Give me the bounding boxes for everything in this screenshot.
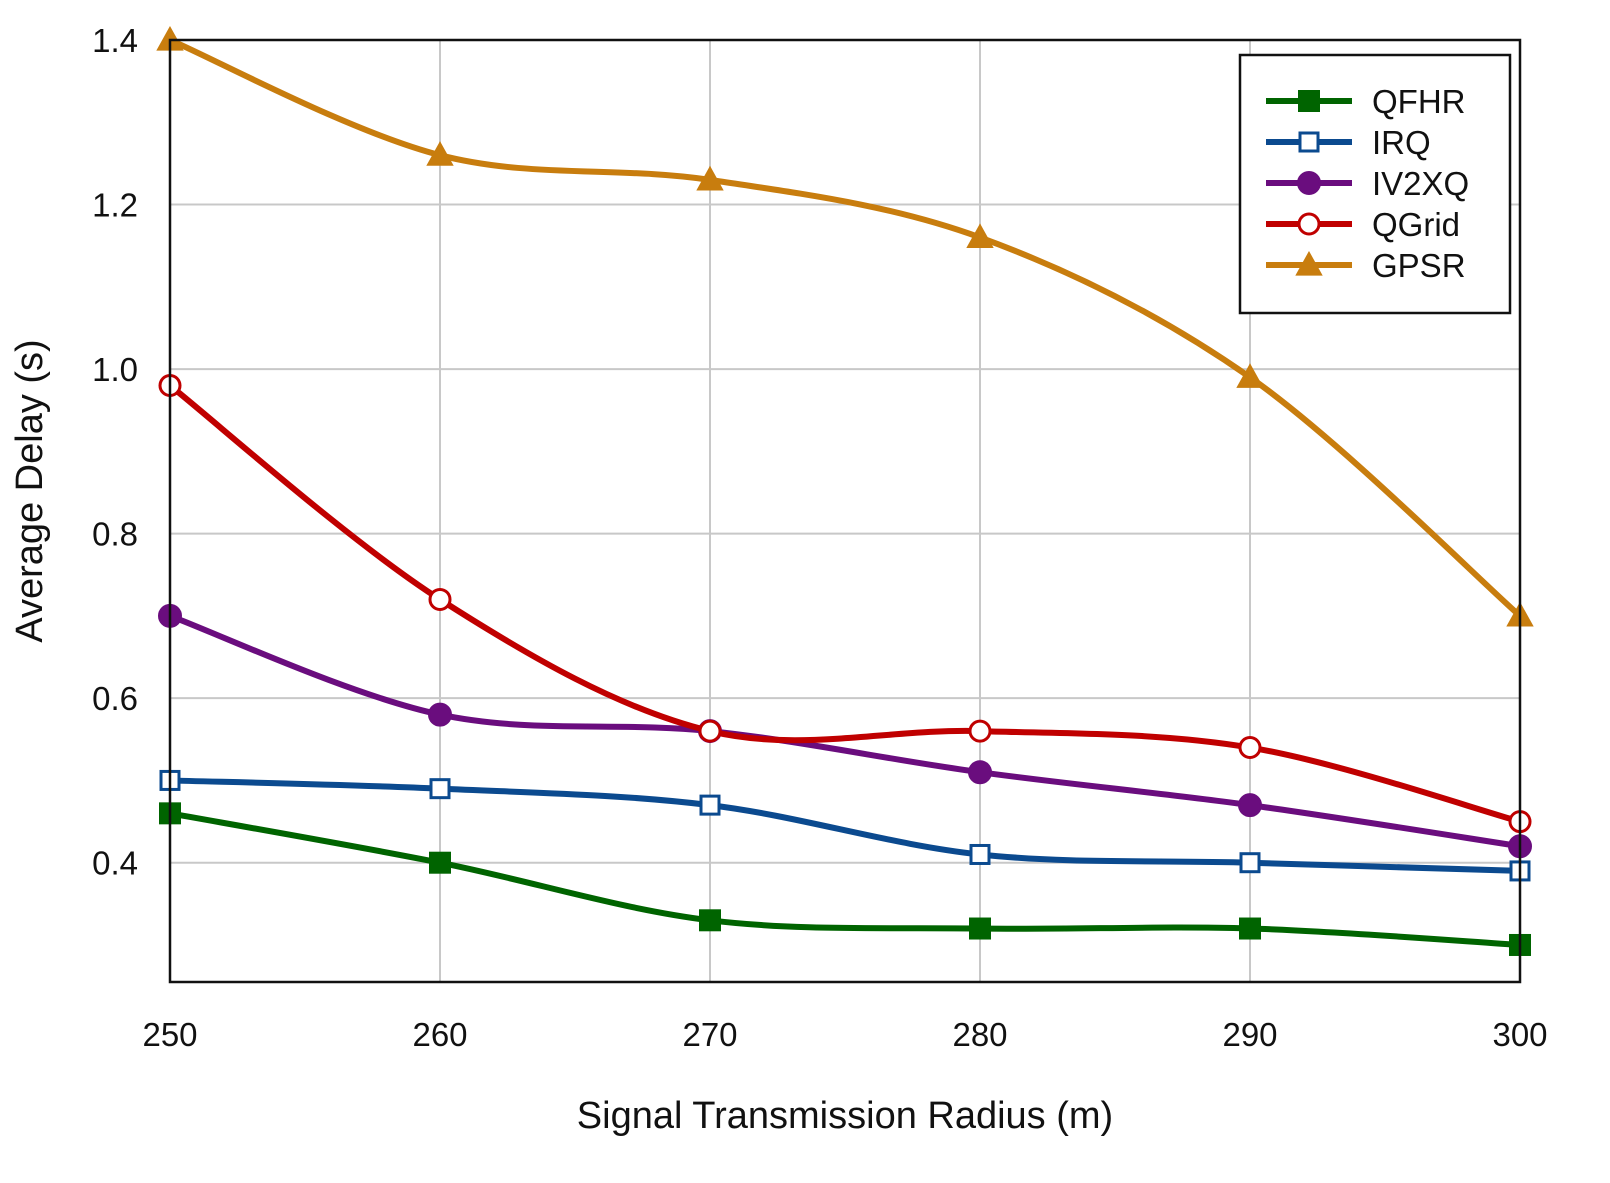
legend-item-qgrid: QGrid: [1266, 206, 1460, 243]
legend-marker: [1297, 212, 1321, 236]
legend-item-irq: IRQ: [1266, 124, 1431, 161]
data-point-qfhr: [969, 917, 991, 940]
legend-label: QFHR: [1372, 83, 1466, 120]
data-point-iv2xq: [1238, 793, 1262, 818]
x-tick-label: 290: [1222, 1016, 1277, 1053]
legend-label: GPSR: [1372, 247, 1466, 284]
series-line-iv2xq: [167, 612, 1523, 850]
x-tick-label: 250: [142, 1016, 197, 1053]
legend-marker: [1298, 131, 1320, 153]
x-tick-label: 260: [412, 1016, 467, 1053]
data-point-qgrid: [698, 719, 722, 743]
y-tick-label: 0.8: [92, 516, 138, 553]
legend-items: QFHR IRQ IV2XQ QGrid GPSR: [1266, 83, 1469, 284]
data-point-irq: [969, 843, 991, 865]
data-point-qgrid: [968, 719, 992, 743]
series-qfhr: [159, 802, 1531, 956]
series-qgrid: [158, 374, 1532, 834]
y-tick-label: 1.4: [92, 22, 138, 59]
y-tick-label: 0.6: [92, 680, 138, 717]
legend-item-gpsr: GPSR: [1266, 247, 1466, 284]
y-tick-label: 0.4: [92, 845, 138, 882]
data-point-qfhr: [1239, 917, 1261, 940]
series-line-gpsr: [167, 37, 1523, 619]
legend-label: QGrid: [1372, 206, 1460, 243]
data-point-qfhr: [699, 909, 721, 932]
data-point-irq: [1239, 852, 1261, 874]
y-tick-label: 1.0: [92, 351, 138, 388]
series-area: [156, 25, 1534, 956]
x-tick-label: 270: [682, 1016, 737, 1053]
y-tick-label: 1.2: [92, 187, 138, 224]
series-iv2xq: [158, 603, 1532, 859]
data-point-iv2xq: [428, 702, 452, 727]
data-point-irq: [699, 794, 721, 816]
legend-marker: [1297, 171, 1321, 195]
legend-marker: [1298, 90, 1320, 112]
y-axis-title: Average Delay (s): [9, 339, 51, 642]
x-axis-title: Signal Transmission Radius (m): [577, 1095, 1113, 1137]
series-gpsr: [156, 25, 1534, 627]
data-point-gpsr: [966, 223, 994, 249]
plot-frame: [168, 38, 1522, 984]
x-tick-label: 300: [1492, 1016, 1547, 1053]
data-point-iv2xq: [968, 760, 992, 785]
legend-label: IRQ: [1372, 124, 1431, 161]
data-point-irq: [429, 778, 451, 800]
data-point-gpsr: [426, 141, 454, 166]
data-point-gpsr: [1236, 363, 1264, 388]
series-line-qfhr: [167, 810, 1523, 948]
legend-item-iv2xq: IV2XQ: [1266, 165, 1469, 202]
series-line-qgrid: [167, 382, 1523, 825]
legend-item-qfhr: QFHR: [1266, 83, 1466, 120]
series-line-irq: [167, 777, 1523, 874]
data-point-gpsr: [696, 165, 724, 191]
legend-label: IV2XQ: [1372, 165, 1469, 202]
legend-marker: [1295, 250, 1323, 276]
x-tick-label: 280: [952, 1016, 1007, 1053]
series-irq: [159, 769, 1531, 882]
data-point-qgrid: [1238, 736, 1262, 760]
tick-labels: 250 260 270 280 290 300 0.4 0.6 0.8 1.0 1.2 1.4: [92, 22, 1547, 1053]
data-point-qfhr: [429, 851, 451, 874]
legend: QFHR IRQ IV2XQ QGrid GPSR: [1238, 53, 1512, 315]
data-point-qgrid: [428, 587, 452, 611]
